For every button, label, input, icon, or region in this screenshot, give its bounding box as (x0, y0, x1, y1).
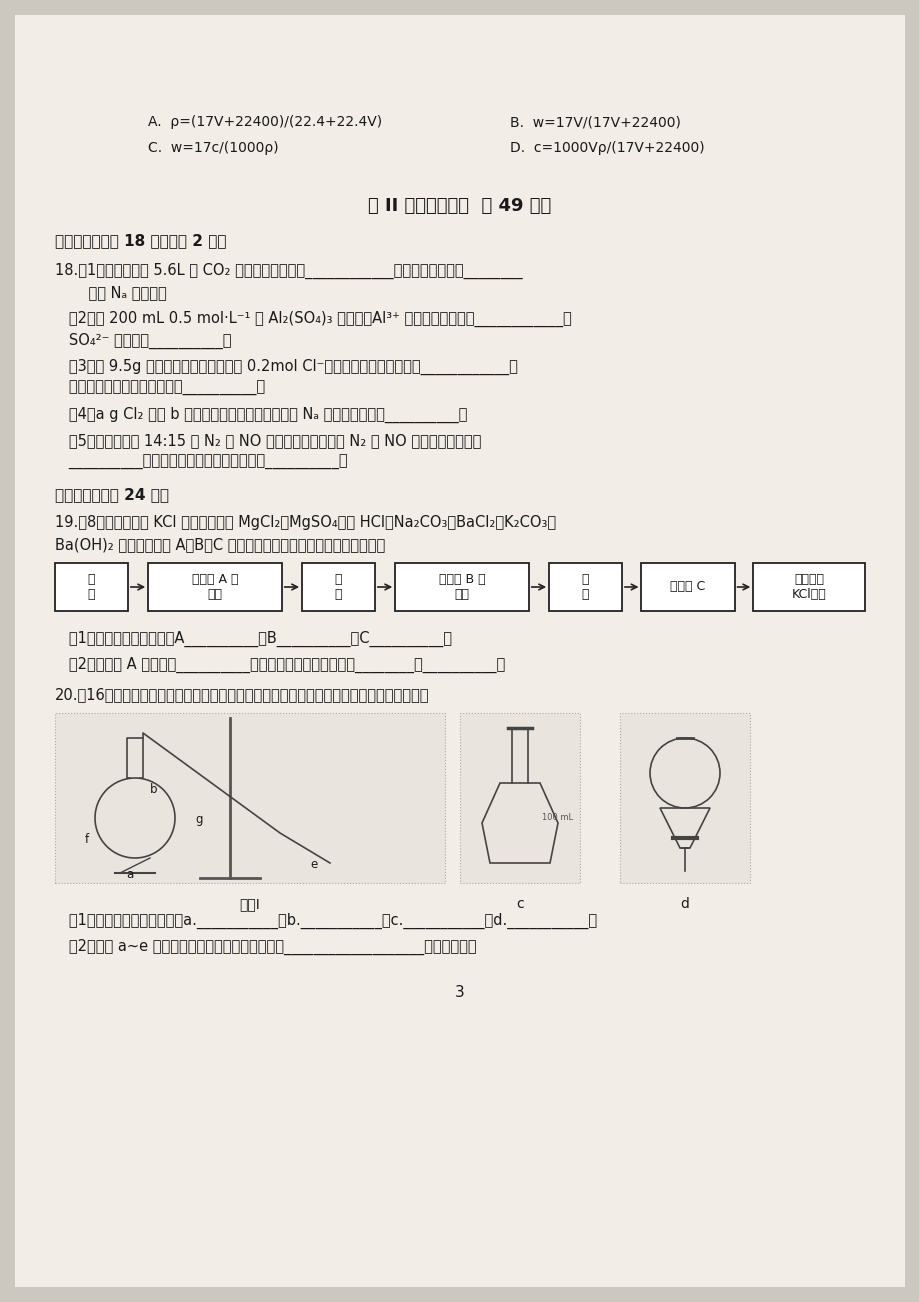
Text: 滤
液: 滤 液 (335, 573, 342, 602)
Text: 较纯净的
KCl溶液: 较纯净的 KCl溶液 (791, 573, 825, 602)
Text: （2）加过量 A 的原因是__________，有关反应的化学方程式为________、__________。: （2）加过量 A 的原因是__________，有关反应的化学方程式为_____… (55, 658, 505, 673)
Text: 100 mL: 100 mL (541, 812, 573, 822)
Text: （3）在 9.5g 某二价金属的氮化物中含 0.2mol Cl⁻，此氮化物的摩尔质量为____________；: （3）在 9.5g 某二价金属的氮化物中含 0.2mol Cl⁻，此氮化物的摩尔… (55, 359, 517, 375)
Text: 二、填空题（共 18 分，每空 2 分）: 二、填空题（共 18 分，每空 2 分） (55, 233, 226, 247)
Bar (395, 562, 528, 611)
Text: （1）三种试剂的化学式：A__________，B__________，C__________。: （1）三种试剂的化学式：A__________，B__________，C___… (55, 631, 451, 647)
Text: __________，该混合气体的平均摩尔质量为__________。: __________，该混合气体的平均摩尔质量为__________。 (55, 454, 347, 470)
Text: b: b (150, 783, 157, 796)
Text: （5）将质量比为 14:15 的 N₂ 和 NO 混合，则混合气体中 N₂ 和 NO 的物质的量之比为: （5）将质量比为 14:15 的 N₂ 和 NO 混合，则混合气体中 N₂ 和 … (55, 434, 481, 448)
Text: （1）写出下列付器的名称：a.___________，b.___________、c.___________、d.___________。: （1）写出下列付器的名称：a.___________，b.___________… (55, 913, 596, 930)
Text: Ba(OH)₂ 溶液中，选择 A、B、C 三种试剂，按图中的实验步骤进行操作：: Ba(OH)₂ 溶液中，选择 A、B、C 三种试剂，按图中的实验步骤进行操作： (55, 536, 385, 552)
Text: g: g (195, 812, 202, 825)
Text: 装置I: 装置I (239, 897, 260, 911)
Text: 20.（16分）掌握付器名称、组装及使用方法是中学化学实验的基础，下图为三套实验装置。: 20.（16分）掌握付器名称、组装及使用方法是中学化学实验的基础，下图为三套实验… (55, 687, 429, 702)
Text: （用 Nₐ 表示）。: （用 Nₐ 表示）。 (70, 285, 166, 299)
Text: （2）付器 a~e 中，使用前必须检查是否漏水的有___________________。（填字母）: （2）付器 a~e 中，使用前必须检查是否漏水的有_______________… (55, 939, 476, 956)
Bar (619, 713, 749, 883)
Text: A.  ρ=(17V+22400)/(22.4+22.4V): A. ρ=(17V+22400)/(22.4+22.4V) (148, 115, 381, 129)
Text: 溶
液: 溶 液 (87, 573, 95, 602)
Text: C.  w=17c/(1000ρ): C. w=17c/(1000ρ) (148, 141, 278, 155)
Bar (55, 713, 445, 883)
Bar (641, 562, 733, 611)
Text: 第 II 卷（非选择题  共 49 分）: 第 II 卷（非选择题 共 49 分） (368, 197, 551, 215)
Text: f: f (85, 833, 89, 846)
Text: 19.（8分）为了除去 KCl 溶液中少量的 MgCl₂、MgSO₄，从 HCl、Na₂CO₃、BaCl₂、K₂CO₃、: 19.（8分）为了除去 KCl 溶液中少量的 MgCl₂、MgSO₄，从 HCl… (55, 516, 555, 530)
Text: SO₄²⁻ 的质量是__________。: SO₄²⁻ 的质量是__________。 (55, 333, 232, 349)
Bar (148, 562, 281, 611)
Text: B.  w=17V/(17V+22400): B. w=17V/(17V+22400) (509, 115, 680, 129)
Text: 加过量 A 后
过滤: 加过量 A 后 过滤 (191, 573, 238, 602)
Text: 加适量 C: 加适量 C (670, 581, 705, 594)
Text: 18.（1）标准状况下 5.6L 的 CO₂ 中含有的分子数为____________，含有的电子数为________: 18.（1）标准状况下 5.6L 的 CO₂ 中含有的分子数为_________… (55, 263, 522, 279)
Text: 3: 3 (455, 986, 464, 1000)
Text: d: d (680, 897, 688, 911)
Text: a: a (126, 868, 133, 881)
Text: （2）在 200 mL 0.5 mol·L⁻¹ 的 Al₂(SO₄)₃ 溶液中，Al³⁺ 的物质的量浓度是____________，: （2）在 200 mL 0.5 mol·L⁻¹ 的 Al₂(SO₄)₃ 溶液中，… (55, 311, 571, 327)
Bar (460, 713, 579, 883)
Text: 三、实验题（共 24 分）: 三、实验题（共 24 分） (55, 487, 169, 503)
Text: 该金属元素的相对原子质量为__________。: 该金属元素的相对原子质量为__________。 (55, 381, 265, 396)
Text: 滤
液: 滤 液 (581, 573, 589, 602)
Text: （4）a g Cl₂ 中有 b 个氯原子，则阿伏加德罗常数 Nₐ 的数值可表示为__________。: （4）a g Cl₂ 中有 b 个氯原子，则阿伏加德罗常数 Nₐ 的数值可表示为… (55, 408, 467, 423)
Text: e: e (310, 858, 317, 871)
Bar (549, 562, 621, 611)
Text: 加过量 B 后
过滤: 加过量 B 后 过滤 (438, 573, 485, 602)
Bar (301, 562, 375, 611)
Bar (55, 562, 128, 611)
Text: D.  c=1000Vρ/(17V+22400): D. c=1000Vρ/(17V+22400) (509, 141, 704, 155)
Bar (753, 562, 864, 611)
Text: c: c (516, 897, 523, 911)
